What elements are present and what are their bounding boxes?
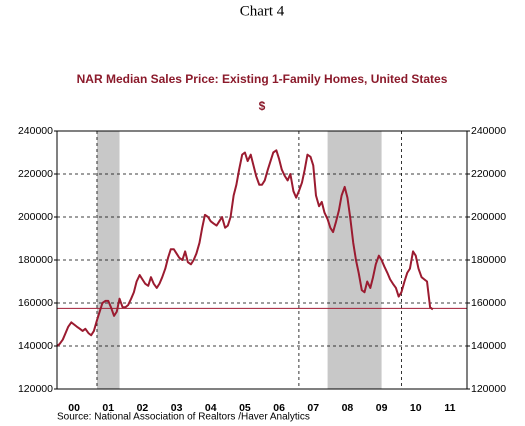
recession-band <box>327 131 382 389</box>
y2-tick-label: 120000 <box>471 383 506 395</box>
y-tick-label: 220000 <box>18 168 53 180</box>
y-tick-label: 200000 <box>18 211 53 223</box>
y2-tick-label: 240000 <box>471 125 506 137</box>
x-tick-label: 05 <box>239 402 251 414</box>
y2-tick-label: 220000 <box>471 168 506 180</box>
x-tick-label: 07 <box>307 402 319 414</box>
y2-tick-label: 180000 <box>471 254 506 266</box>
y-tick-label: 120000 <box>18 383 53 395</box>
x-tick-label: 09 <box>376 402 388 414</box>
y-tick-label: 240000 <box>18 125 53 137</box>
chart-header: Chart 4 <box>240 3 285 19</box>
x-tick-label: 10 <box>410 402 422 414</box>
x-tick-label: 08 <box>342 402 354 414</box>
y-tick-label: 180000 <box>18 254 53 266</box>
x-tick-label: 00 <box>68 402 80 414</box>
chart-subtitle: $ <box>259 99 266 113</box>
y-tick-label: 160000 <box>18 297 53 309</box>
y2-tick-label: 200000 <box>471 211 506 223</box>
x-tick-label: 01 <box>102 402 114 414</box>
x-tick-label: 02 <box>137 402 149 414</box>
y2-tick-label: 160000 <box>471 297 506 309</box>
x-tick-label: 06 <box>273 402 285 414</box>
chart-title: NAR Median Sales Price: Existing 1-Famil… <box>77 72 448 86</box>
plot-frame <box>56 130 468 390</box>
source: Source: National Association of Realtors… <box>57 412 310 423</box>
recession-band <box>96 131 120 389</box>
series-line <box>56 149 434 347</box>
x-tick-label: 11 <box>444 402 455 414</box>
x-tick-label: 03 <box>171 402 183 414</box>
x-tick-label: 04 <box>205 402 217 414</box>
y-tick-label: 140000 <box>18 340 53 352</box>
y2-tick-label: 140000 <box>471 340 506 352</box>
